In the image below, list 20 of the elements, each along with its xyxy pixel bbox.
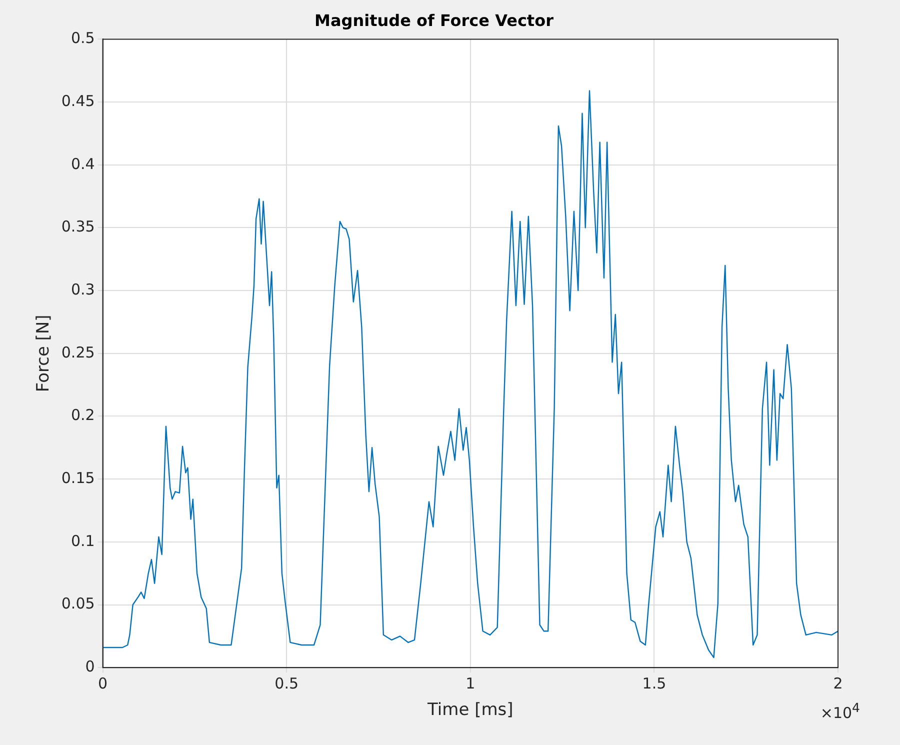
x-tick-label: 2 <box>833 674 843 692</box>
chart-title: Magnitude of Force Vector <box>314 10 554 30</box>
y-axis-title: Force [N] <box>34 314 54 392</box>
y-tick-label: 0.2 <box>70 406 95 424</box>
y-tick-label: 0.05 <box>61 594 95 613</box>
y-tick-label: 0.45 <box>61 92 95 110</box>
text: ×10$^{4}$ <box>820 700 860 722</box>
y-tick-label: 0.3 <box>70 280 95 298</box>
y-tick-label: 0.4 <box>70 154 95 173</box>
y-tick-label: 0.15 <box>61 468 95 487</box>
y-tick-label: 0.1 <box>70 532 95 550</box>
x-tick-label: 1 <box>466 674 476 692</box>
x-axis-title: Time [ms] <box>426 700 514 720</box>
y-tick-label: 0 <box>85 657 95 676</box>
y-tick-label: 0.5 <box>70 29 95 48</box>
y-tick-label: 0.35 <box>61 218 95 236</box>
y-tick-label: 0.25 <box>61 343 95 362</box>
x-tick-label: 0.5 <box>274 674 299 692</box>
x-tick-label: 0 <box>98 674 108 692</box>
x-tick-label: 1.5 <box>642 674 666 692</box>
